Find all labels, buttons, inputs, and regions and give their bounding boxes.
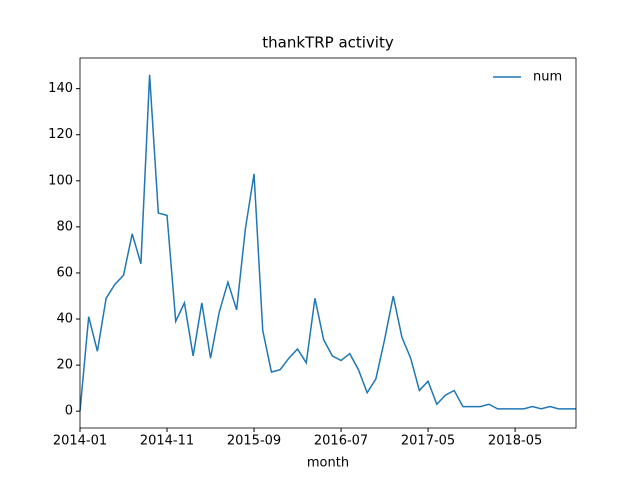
plot-frame [79,57,577,429]
y-tick-label: 140 [48,81,73,96]
y-tick-label: 40 [56,312,73,327]
y-tick-label: 100 [48,173,73,188]
chart-title: thankTRP activity [262,34,394,52]
x-tick-label: 2017-05 [401,434,455,449]
x-tick-label: 2014-01 [53,434,107,449]
x-tick-label: 2018-05 [488,434,542,449]
legend-label: num [533,70,562,85]
x-axis-label: month [307,456,349,471]
y-tick-label: 0 [65,404,73,419]
x-tick-label: 2014-11 [140,434,194,449]
x-tick-label: 2016-07 [314,434,368,449]
y-tick-label: 120 [48,127,73,142]
y-tick-label: 60 [56,265,73,280]
y-tick-label: 20 [56,358,73,373]
data-line [79,74,576,412]
x-tick-label: 2015-09 [227,434,281,449]
y-tick-label: 80 [56,219,73,234]
